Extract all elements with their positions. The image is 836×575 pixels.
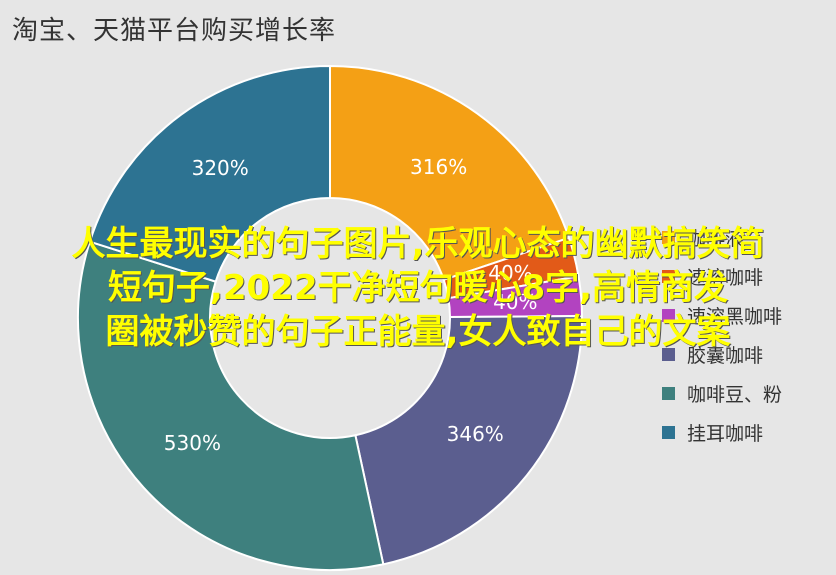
legend-swatch: [662, 387, 675, 400]
slice-4: [354, 315, 583, 566]
slice-label-4: 346%: [447, 422, 504, 446]
slice-label-3: 40%: [493, 290, 537, 314]
slice-label-2: 40%: [488, 261, 532, 285]
legend-item: 咖啡液: [662, 218, 782, 257]
legend-swatch: [662, 309, 675, 322]
legend-item: 胶囊咖啡: [662, 335, 782, 374]
slice-label-6: 320%: [192, 156, 249, 180]
slice-label-1: 316%: [410, 155, 467, 179]
legend-swatch: [662, 270, 675, 283]
legend-label: 咖啡豆、粉: [687, 384, 783, 406]
legend-swatch: [662, 348, 675, 361]
legend-item: 咖啡豆、粉: [662, 374, 782, 413]
chart-title: 淘宝、天猫平台购买增长率: [12, 16, 337, 46]
legend-swatch: [662, 426, 675, 439]
legend-label: 咖啡液: [687, 228, 745, 250]
legend-label: 速溶黑咖啡: [687, 306, 783, 328]
slice-6: [88, 64, 331, 283]
legend-label: 速溶咖啡: [687, 267, 764, 289]
legend: 咖啡液速溶咖啡速溶黑咖啡胶囊咖啡咖啡豆、粉挂耳咖啡: [662, 218, 782, 452]
legend-item: 速溶咖啡: [662, 257, 782, 296]
legend-item: 速溶黑咖啡: [662, 296, 782, 335]
legend-swatch: [662, 231, 675, 244]
slice-label-5: 530%: [164, 431, 221, 455]
legend-label: 胶囊咖啡: [687, 345, 764, 367]
slice-5: [77, 240, 385, 571]
legend-label: 挂耳咖啡: [687, 423, 764, 445]
legend-item: 挂耳咖啡: [662, 413, 782, 452]
slice-1: [329, 64, 571, 282]
